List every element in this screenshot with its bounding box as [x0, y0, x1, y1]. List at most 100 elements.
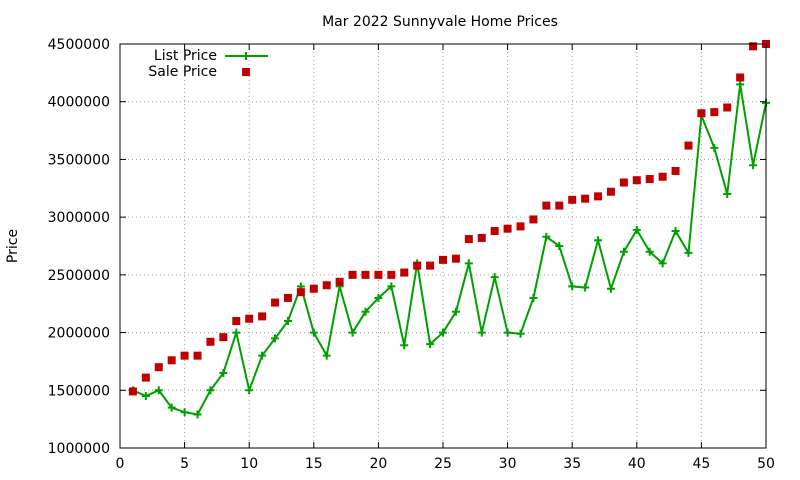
sale-price-point	[606, 187, 615, 196]
list-price-point	[322, 351, 331, 360]
list-price-point	[309, 328, 318, 337]
sale-price-point	[309, 284, 318, 293]
sale-price-point	[219, 333, 228, 342]
y-tick-label: 1500000	[48, 383, 110, 399]
sale-price-point	[296, 288, 305, 297]
sale-price-point	[568, 195, 577, 204]
sale-price-point	[258, 312, 267, 321]
sale-price-point	[658, 172, 667, 181]
list-price-point	[710, 143, 719, 152]
sale-price-point	[426, 261, 435, 270]
list-price-point	[219, 368, 228, 377]
sale-price-point	[193, 351, 202, 360]
list-price-point	[245, 386, 254, 395]
legend-label-sale-price: Sale Price	[148, 64, 217, 80]
list-price-point	[271, 334, 280, 343]
sale-price-point	[516, 222, 525, 231]
sale-price-point	[361, 270, 370, 279]
chart-title: Mar 2022 Sunnyvale Home Prices	[322, 14, 558, 30]
list-price-point	[193, 410, 202, 419]
sale-price-point	[632, 176, 641, 185]
list-price-point	[490, 273, 499, 282]
list-price-point	[464, 259, 473, 268]
x-tick-label: 20	[369, 456, 387, 472]
sale-price-point	[322, 281, 331, 290]
list-price-point	[232, 328, 241, 337]
list-price-point	[141, 392, 150, 401]
sale-price-point	[697, 109, 706, 118]
list-price-point	[723, 190, 732, 199]
sale-price-point	[749, 42, 758, 51]
sale-price-point	[283, 293, 292, 302]
y-tick-label: 2500000	[48, 268, 110, 284]
x-tick-label: 0	[116, 456, 125, 472]
sale-price-point	[619, 178, 628, 187]
x-tick-label: 40	[628, 456, 646, 472]
y-axis-label: Price	[5, 229, 21, 263]
plot-series	[128, 40, 770, 419]
list-price-point	[503, 328, 512, 337]
x-tick-label: 25	[434, 456, 452, 472]
list-price-point	[400, 341, 409, 350]
sale-price-point	[529, 215, 538, 224]
sale-price-point	[645, 175, 654, 184]
sale-price-point	[128, 387, 137, 396]
list-price-point	[594, 236, 603, 245]
list-price-point	[529, 293, 538, 302]
sale-price-point	[167, 356, 176, 365]
sale-price-point	[464, 235, 473, 244]
legend-marker-list-price	[242, 52, 250, 60]
list-price-point	[387, 282, 396, 291]
x-tick-label: 30	[499, 456, 517, 472]
sale-price-point	[348, 270, 357, 279]
sale-price-point	[400, 268, 409, 277]
y-tick-label: 1000000	[48, 441, 110, 457]
list-price-point	[684, 248, 693, 257]
sale-price-point	[671, 166, 680, 175]
sale-price-point	[723, 103, 732, 112]
sale-price-point	[490, 226, 499, 235]
sale-price-point	[335, 277, 344, 286]
sale-price-point	[736, 73, 745, 82]
list-price-point	[658, 259, 667, 268]
axis-ticks: 0 5 10 15 20 25 30 35 40 45 50 1000000 1500000 200000…	[48, 37, 775, 472]
sale-price-point	[154, 363, 163, 372]
x-tick-label: 10	[240, 456, 258, 472]
list-price-point	[477, 328, 486, 337]
sale-price-point	[710, 108, 719, 117]
list-price-point	[568, 282, 577, 291]
list-price-point	[619, 247, 628, 256]
sale-price-point	[413, 261, 422, 270]
list-price-point	[516, 329, 525, 338]
list-price-point	[736, 80, 745, 89]
y-tick-label: 3000000	[48, 210, 110, 226]
list-price-point	[645, 247, 654, 256]
sale-price-point	[374, 270, 383, 279]
x-tick-label: 35	[563, 456, 581, 472]
list-price-point	[632, 225, 641, 234]
legend-swatch-sale-price	[242, 68, 250, 76]
list-price-point	[180, 408, 189, 417]
sale-price-point	[206, 337, 215, 346]
list-price-point	[451, 307, 460, 316]
y-tick-label: 3500000	[48, 152, 110, 168]
sale-price-point	[684, 141, 693, 150]
x-tick-label: 50	[757, 456, 775, 472]
sale-price-point	[594, 192, 603, 201]
list-price-point	[581, 283, 590, 292]
sale-price-point	[439, 255, 447, 264]
legend-label-list-price: List Price	[154, 48, 217, 64]
x-tick-label: 15	[305, 456, 323, 472]
list-price-point	[154, 386, 163, 395]
list-price-point	[555, 242, 564, 250]
list-price-point	[439, 328, 447, 337]
sale-price-point	[232, 317, 241, 326]
list-price-point	[206, 386, 215, 395]
y-tick-label: 4000000	[48, 95, 110, 111]
sale-price-point	[451, 254, 460, 263]
x-tick-label: 45	[692, 456, 710, 472]
sale-price-point	[555, 201, 564, 210]
list-price-point	[426, 340, 435, 349]
sale-price-point	[141, 373, 150, 382]
